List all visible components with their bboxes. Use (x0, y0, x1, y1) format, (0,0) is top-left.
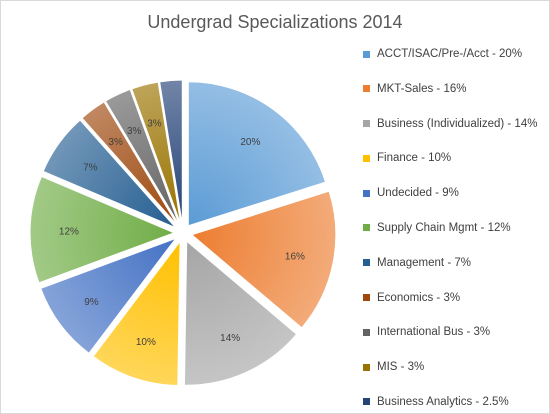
data-label: 9% (84, 297, 99, 308)
legend-swatch (363, 398, 370, 406)
pie-slice-11 (159, 79, 183, 225)
pie-slice-10 (131, 81, 182, 225)
pie-slice-2 (190, 190, 337, 329)
legend-item: Economics - 3% (363, 292, 548, 304)
legend-label: MKT-Sales - 16% (377, 82, 467, 95)
legend-label: Supply Chain Mgmt - 12% (377, 221, 511, 234)
legend-label: Undecided - 9% (377, 187, 459, 200)
legend-label: Finance - 10% (377, 152, 452, 165)
legend-label: Management - 7% (377, 256, 471, 269)
legend-label: Economics - 3% (377, 291, 461, 304)
data-label: 14% (220, 333, 240, 344)
data-label: 20% (240, 137, 260, 148)
chart-title: Undergrad Specializations 2014 (147, 12, 403, 32)
pie-slice-8 (81, 101, 179, 227)
data-label: 3% (147, 119, 162, 130)
legend-item: International Bus - 3% (363, 326, 548, 338)
pie-slice-1 (187, 81, 327, 227)
legend-item: Supply Chain Mgmt - 12% (363, 222, 548, 234)
legend-item: ACCT/ISAC/Pre-/Acct - 20% (363, 48, 548, 60)
legend-label: ACCT/ISAC/Pre-/Acct - 20% (377, 48, 523, 60)
legend-swatch (363, 189, 370, 197)
legend-swatch (363, 154, 370, 162)
legend-item: Finance - 10% (363, 152, 548, 164)
legend-item: Undecided - 9% (363, 187, 548, 199)
legend-swatch (363, 259, 370, 267)
pie-slice-9 (104, 88, 180, 226)
legend-swatch (363, 224, 370, 232)
legend-item: Business Analytics - 2.5% (363, 396, 548, 408)
pie-slice-6 (29, 175, 176, 284)
legend-swatch (363, 294, 370, 302)
data-label: 3% (127, 126, 142, 137)
legend-item: MKT-Sales - 16% (363, 83, 548, 95)
pie-slice-7 (42, 119, 177, 229)
legend-item: Business (Individualized) - 14% (363, 118, 548, 130)
legend-label: International Bus - 3% (377, 326, 491, 339)
legend-swatch (363, 85, 370, 93)
data-label: 7% (83, 162, 98, 173)
legend-swatch (363, 363, 370, 371)
legend-label: MIS - 3% (377, 361, 425, 374)
data-label: 3% (108, 137, 123, 148)
data-label: 16% (285, 251, 305, 262)
legend-item: Management - 7% (363, 257, 548, 269)
legend-item: MIS - 3% (363, 361, 548, 373)
legend-label: Business (Individualized) - 14% (377, 117, 538, 130)
legend-label: Business Analytics - 2.5% (377, 395, 509, 408)
legend-swatch (363, 50, 370, 58)
data-label: 12% (59, 226, 79, 237)
pie-slice-3 (183, 240, 298, 386)
pie-slice-4 (92, 239, 181, 386)
pie-slice-5 (40, 237, 178, 354)
legend: ACCT/ISAC/Pre-/Acct - 20% MKT-Sales - 16%… (363, 48, 548, 408)
data-label: 10% (136, 337, 156, 348)
legend-swatch (363, 120, 370, 128)
legend-swatch (363, 328, 370, 336)
